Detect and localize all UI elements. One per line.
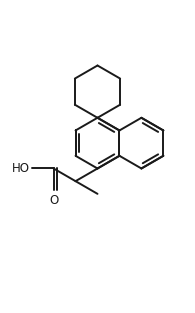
Text: O: O	[49, 194, 58, 207]
Text: HO: HO	[12, 162, 30, 175]
